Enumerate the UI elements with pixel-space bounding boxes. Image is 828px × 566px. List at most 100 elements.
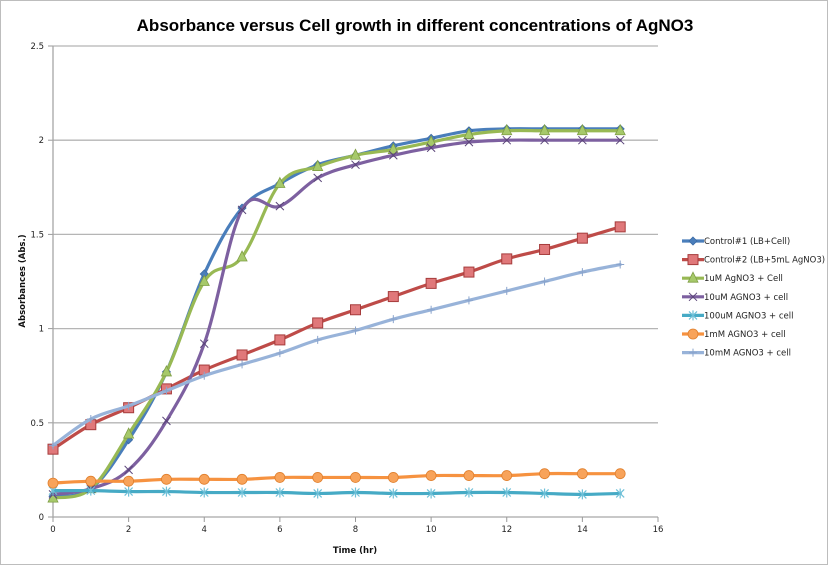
data-point: [238, 360, 247, 369]
legend-item: Control#2 (LB+5mL AgNO3): [682, 254, 825, 266]
data-point: [464, 296, 473, 305]
data-point: [312, 159, 324, 171]
data-point: [502, 286, 511, 295]
data-point: [427, 305, 436, 314]
data-point: [349, 148, 362, 160]
legend-item: 1mM AGNO3 + cell: [682, 328, 786, 340]
data-point: [615, 135, 625, 145]
legend-label: 100uM AGNO3 + cell: [704, 311, 794, 321]
data-point: [351, 326, 360, 335]
data-point: [86, 485, 96, 496]
y-tick-label: 1: [39, 325, 44, 335]
data-point: [616, 260, 625, 269]
data-point: [123, 475, 135, 487]
data-point: [274, 334, 286, 346]
legend-marker: [687, 254, 699, 266]
legend-label: 1mM AGNO3 + cell: [704, 330, 786, 340]
data-point: [350, 304, 361, 316]
data-point: [237, 205, 247, 215]
x-tick-label: 6: [277, 525, 282, 535]
data-point: [577, 489, 587, 500]
legend-item: 100uM AGNO3 + cell: [682, 310, 794, 321]
legend-item: 10mM AGNO3 + cell: [682, 348, 791, 359]
series-line: [51, 488, 622, 496]
data-point: [463, 127, 475, 139]
data-point: [540, 135, 549, 145]
data-point: [463, 266, 475, 278]
data-point: [198, 473, 210, 485]
data-point: [199, 487, 209, 498]
x-tick-label: 0: [50, 525, 55, 535]
series-control-2-lb-5ml-agno3: [47, 221, 626, 455]
data-point: [501, 253, 513, 265]
data-point: [426, 143, 436, 153]
data-point: [387, 472, 399, 483]
data-point: [576, 232, 588, 244]
data-point: [387, 142, 399, 155]
data-point: [426, 488, 436, 499]
legend-marker: [688, 310, 698, 321]
data-point: [236, 250, 248, 262]
series-line: [51, 138, 622, 496]
data-point: [501, 470, 513, 481]
x-tick-label: 12: [501, 525, 512, 535]
data-point: [122, 427, 135, 439]
legend-label: 10uM AGNO3 + cell: [704, 293, 788, 303]
data-point: [160, 365, 173, 377]
x-axis-label: Time (hr): [333, 546, 377, 556]
data-point: [614, 468, 626, 480]
data-point: [576, 468, 588, 480]
series-1mm-agno3-cell: [47, 468, 626, 489]
data-point: [463, 470, 475, 481]
chart-title: Absorbance versus Cell growth in differe…: [137, 16, 694, 35]
data-point: [124, 486, 134, 497]
y-tick-labels: 0 0.5 1 1.5 2 2.5: [30, 42, 44, 523]
data-point: [540, 277, 549, 286]
axes: [48, 45, 659, 522]
series-1um-agno3-cell: [47, 123, 626, 503]
legend-marker: [687, 271, 699, 283]
data-point: [236, 473, 248, 485]
legend-label: Control#2 (LB+5mL AgNO3): [704, 256, 825, 266]
data-point: [200, 371, 209, 380]
x-tick-label: 16: [653, 525, 664, 535]
series-10mm-agno3-cell: [49, 260, 625, 450]
data-point: [388, 488, 398, 499]
data-point: [274, 176, 286, 188]
data-point: [539, 468, 550, 480]
y-tick-label: 1.5: [30, 230, 44, 240]
data-point: [124, 465, 133, 475]
data-point: [47, 477, 59, 489]
data-point: [124, 401, 133, 410]
data-point: [464, 487, 474, 498]
data-point: [162, 416, 171, 426]
legend-label: Control#1 (LB+Cell): [704, 237, 790, 247]
y-tick-label: 2.5: [30, 42, 44, 52]
y-tick-label: 2: [39, 136, 44, 146]
series-control-1-lb-cell: [48, 124, 625, 501]
data-point: [425, 277, 437, 289]
data-point: [275, 487, 285, 498]
y-axis-label: Absorbances (Abs.): [18, 234, 28, 327]
gridlines: [53, 45, 658, 424]
data-point: [614, 221, 626, 233]
series-group: [47, 123, 626, 503]
data-point: [199, 339, 209, 349]
y-tick-label: 0: [39, 513, 44, 523]
data-point: [351, 160, 360, 170]
data-point: [49, 441, 57, 450]
data-point: [236, 349, 248, 361]
data-point: [464, 137, 474, 147]
data-point: [274, 472, 286, 483]
series-line: [51, 128, 622, 500]
x-tick-label: 2: [126, 525, 131, 535]
series-10um-agno3-cell: [48, 135, 625, 499]
series-line: [51, 471, 622, 485]
series-line: [51, 127, 622, 498]
legend-label: 1uM AgNO3 + Cell: [704, 274, 783, 284]
data-point: [425, 470, 437, 481]
data-point: [540, 488, 549, 499]
x-tick-label: 8: [353, 525, 358, 535]
